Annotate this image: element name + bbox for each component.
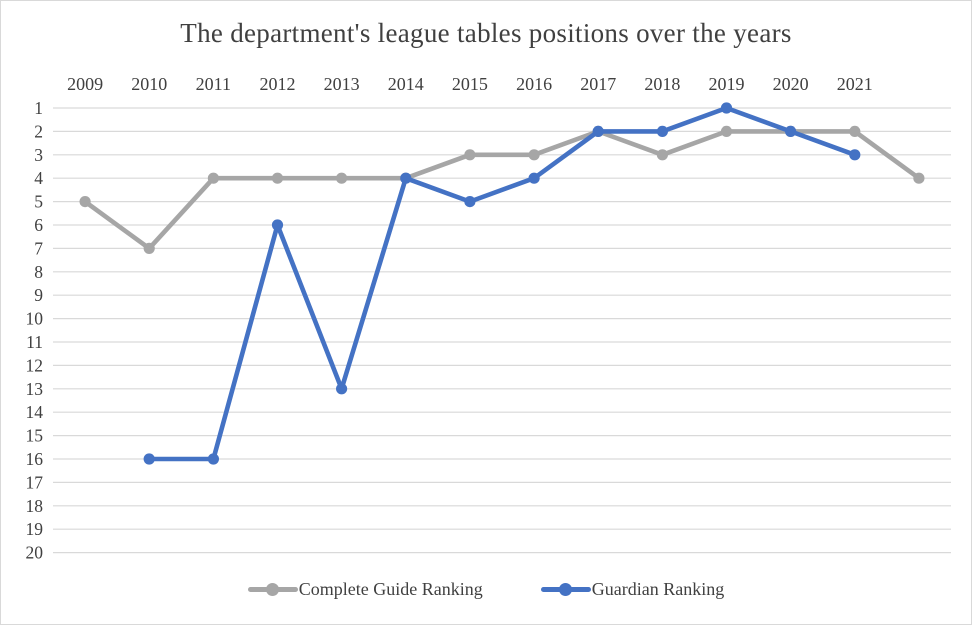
data-point-guardian-ranking [785,125,797,137]
y-tick-label: 14 [26,402,44,422]
data-point-complete-guide-ranking [79,196,91,208]
data-point-complete-guide-ranking [913,172,925,184]
x-tick-label: 2009 [67,74,103,94]
data-point-complete-guide-ranking [271,172,284,184]
y-tick-label: 18 [26,496,44,516]
y-tick-label: 9 [34,285,43,305]
x-tick-label: 2010 [131,74,167,94]
x-tick-label: 2014 [388,74,424,94]
data-point-complete-guide-ranking [207,172,219,184]
x-tick-label: 2016 [516,74,552,94]
y-tick-label: 1 [34,98,43,118]
x-tick-label: 2017 [580,74,616,94]
y-tick-label: 17 [26,472,44,492]
legend-marker-complete-guide-icon [247,583,298,597]
y-tick-label: 3 [34,145,43,165]
series-line-complete-guide-ranking [82,129,922,251]
data-point-guardian-ranking [143,453,155,465]
legend-marker-guardian-icon [540,583,591,597]
y-tick-label: 7 [34,238,43,258]
x-tick-label: 2015 [452,74,488,94]
data-point-guardian-ranking [528,172,540,184]
y-tick-label: 15 [26,426,44,446]
y-tick-label: 6 [34,215,43,235]
legend-item-complete-guide-ranking: Complete Guide Ranking [247,579,483,600]
data-point-guardian-ranking [592,125,604,137]
data-point-complete-guide-ranking [849,125,861,137]
y-tick-label: 8 [34,262,43,282]
legend: Complete Guide Ranking Guardian Ranking [1,579,971,600]
data-point-complete-guide-ranking [464,149,476,161]
data-point-complete-guide-ranking [336,172,348,184]
x-tick-label: 2011 [196,74,231,94]
x-tick-label: 2018 [644,74,680,94]
legend-item-guardian-ranking: Guardian Ranking [540,579,725,600]
data-point-guardian-ranking [400,172,412,184]
data-point-guardian-ranking [336,383,348,395]
data-point-guardian-ranking [271,219,284,231]
series-line-guardian-ranking [146,105,858,462]
y-tick-label: 16 [26,449,44,469]
y-tick-label: 10 [26,309,44,329]
data-point-guardian-ranking [849,149,861,161]
y-tick-label: 19 [26,519,44,539]
chart-title: The department's league tables positions… [180,18,792,48]
y-tick-label: 13 [26,379,44,399]
x-tick-label: 2012 [260,74,296,94]
data-point-complete-guide-ranking [528,149,540,161]
x-tick-label: 2013 [324,74,360,94]
data-point-guardian-ranking [207,453,219,465]
x-tick-label: 2020 [773,74,809,94]
y-tick-label: 5 [34,192,43,212]
legend-label-complete-guide-ranking: Complete Guide Ranking [298,579,483,599]
y-tick-label: 12 [26,355,44,375]
series-guardian-ranking [143,102,861,465]
data-point-complete-guide-ranking [143,242,155,254]
data-point-guardian-ranking [720,102,733,114]
y-tick-label: 4 [34,168,43,188]
data-point-complete-guide-ranking [656,149,669,161]
y-tick-label: 20 [26,543,44,563]
x-tick-label: 2021 [837,74,873,94]
data-point-guardian-ranking [464,196,476,208]
y-tick-label: 11 [26,332,43,352]
legend-label-guardian-ranking: Guardian Ranking [591,579,725,599]
x-tick-label: 2019 [709,74,745,94]
data-point-guardian-ranking [656,125,669,137]
data-point-complete-guide-ranking [720,125,733,137]
y-tick-label: 2 [34,121,43,141]
